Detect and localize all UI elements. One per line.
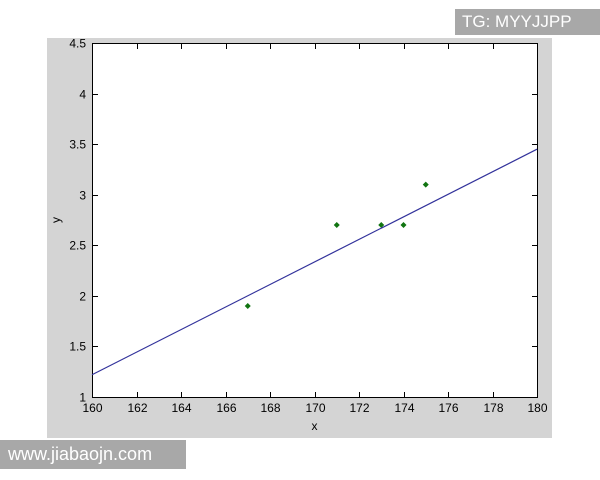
y-tick-label: 1 bbox=[79, 391, 86, 405]
x-tick-label: 164 bbox=[171, 401, 191, 415]
x-tick-label: 172 bbox=[349, 401, 369, 415]
data-point-marker bbox=[333, 222, 340, 229]
x-tick-label: 176 bbox=[438, 401, 458, 415]
x-tick-label: 162 bbox=[127, 401, 147, 415]
y-tick-label: 1.5 bbox=[69, 340, 86, 354]
x-axis-label: x bbox=[312, 419, 318, 433]
x-tick-label: 168 bbox=[260, 401, 280, 415]
chart-svg: 160 162 164 166 168 170 172 174 176 178 180 1 1.5 2 2.… bbox=[49, 38, 548, 433]
watermark-top-text: TG: MYYJJPP bbox=[462, 12, 572, 31]
y-tick-label: 3 bbox=[79, 189, 86, 203]
data-point-marker bbox=[244, 302, 251, 309]
matlab-figure-canvas: 160 162 164 166 168 170 172 174 176 178 180 1 1.5 2 2.… bbox=[47, 38, 552, 438]
watermark-bottom-text: www.jiabaojn.com bbox=[8, 444, 153, 464]
plot-box bbox=[92, 43, 538, 398]
y-axis-label: y bbox=[49, 217, 63, 223]
y-tick-label: 2 bbox=[79, 290, 86, 304]
y-tick-label: 3.5 bbox=[69, 138, 86, 152]
x-tick-label: 180 bbox=[527, 401, 547, 415]
data-point-marker bbox=[400, 222, 407, 229]
regression-line bbox=[91, 148, 538, 376]
y-tick-label: 4.5 bbox=[69, 38, 86, 51]
x-tick-label: 166 bbox=[216, 401, 236, 415]
x-tick-label: 160 bbox=[82, 401, 102, 415]
x-tick-label: 170 bbox=[305, 401, 325, 415]
x-tick-label: 174 bbox=[394, 401, 414, 415]
data-point-marker bbox=[378, 222, 385, 229]
watermark-top-badge: TG: MYYJJPP bbox=[455, 9, 600, 35]
watermark-bottom-badge: www.jiabaojn.com bbox=[0, 440, 186, 469]
y-tick-label: 4 bbox=[79, 88, 86, 102]
x-tick-label: 178 bbox=[483, 401, 503, 415]
y-tick-label: 2.5 bbox=[69, 239, 86, 253]
data-point-marker bbox=[422, 181, 429, 188]
